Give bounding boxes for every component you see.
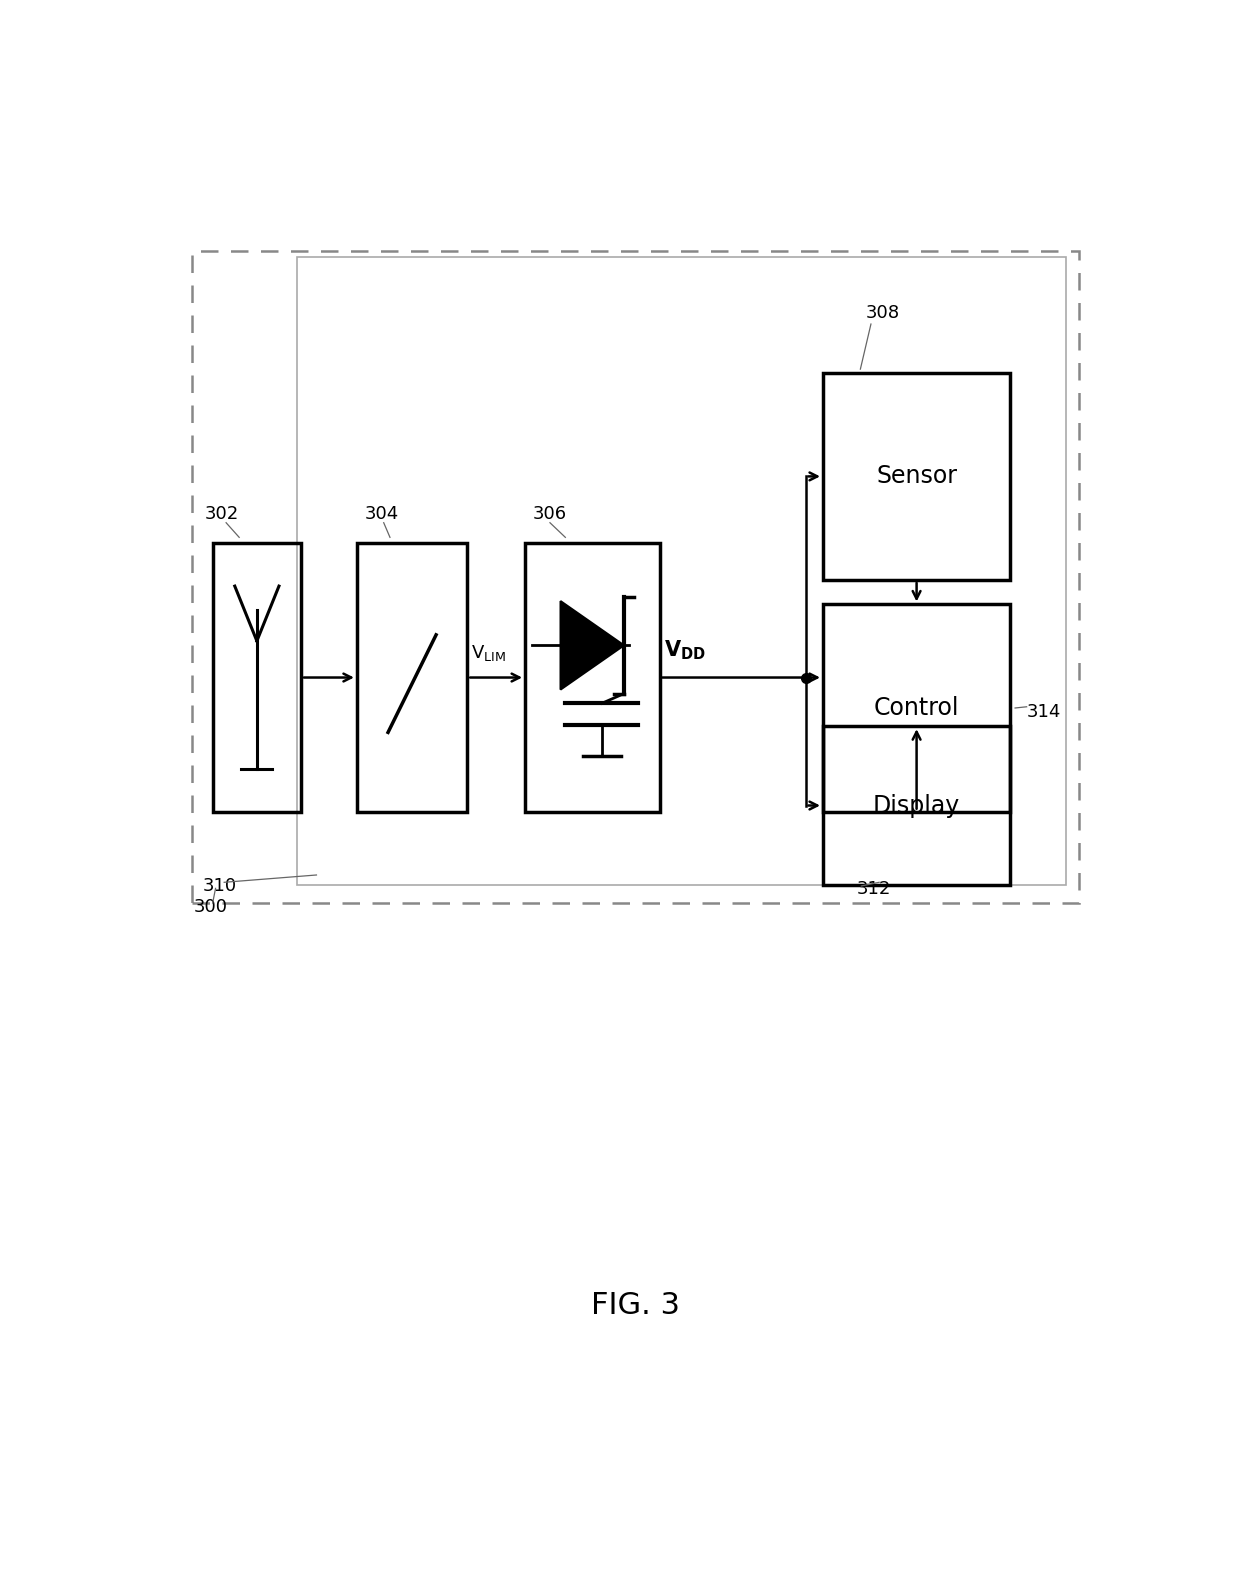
- Bar: [191, 252, 1080, 902]
- Text: Control: Control: [874, 697, 960, 720]
- Bar: [357, 543, 467, 812]
- Text: 310: 310: [203, 877, 237, 894]
- Text: 308: 308: [866, 304, 900, 321]
- Bar: [823, 605, 1011, 812]
- Bar: [298, 256, 1066, 885]
- Bar: [525, 543, 660, 812]
- Text: $\mathbf{V}_{\mathbf{DD}}$: $\mathbf{V}_{\mathbf{DD}}$: [665, 638, 707, 662]
- Text: 306: 306: [533, 505, 567, 522]
- Text: 312: 312: [857, 880, 890, 899]
- Bar: [213, 543, 301, 812]
- Text: 304: 304: [365, 505, 399, 522]
- Text: Display: Display: [873, 793, 960, 817]
- Bar: [823, 374, 1011, 579]
- Text: V$_{\mathregular{LIM}}$: V$_{\mathregular{LIM}}$: [471, 643, 506, 663]
- Text: 300: 300: [193, 898, 227, 915]
- Text: 302: 302: [205, 505, 239, 522]
- Text: Sensor: Sensor: [877, 464, 957, 489]
- Text: 314: 314: [1027, 703, 1061, 720]
- Polygon shape: [560, 602, 624, 690]
- Bar: [823, 727, 1011, 885]
- Text: FIG. 3: FIG. 3: [591, 1290, 680, 1320]
